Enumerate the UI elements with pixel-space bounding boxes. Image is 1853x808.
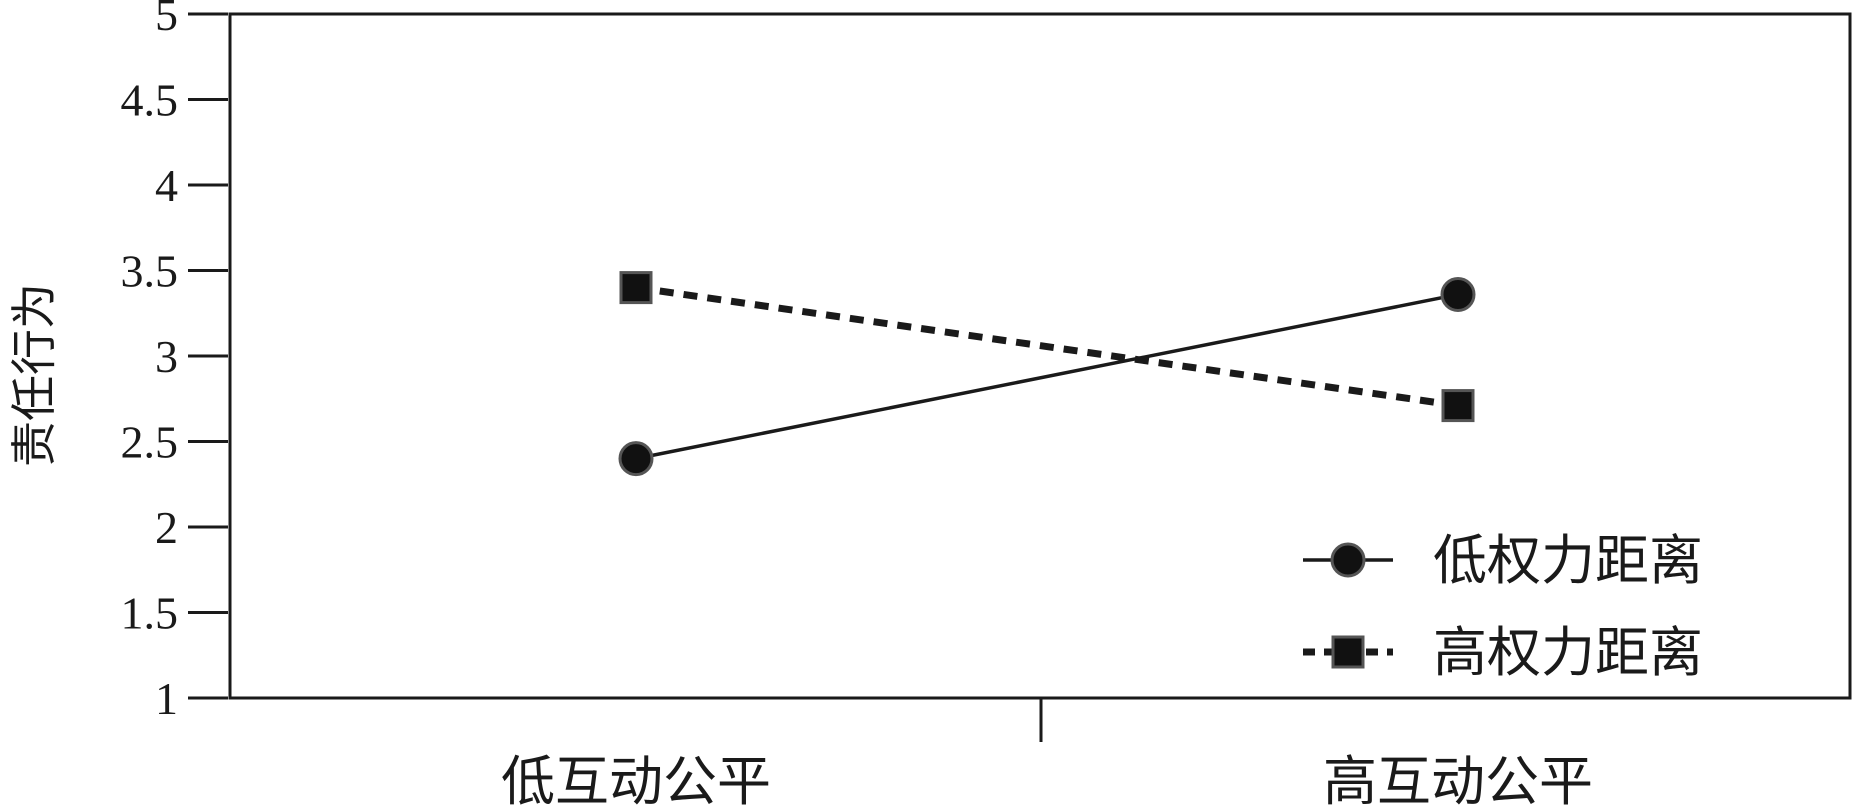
series-layer xyxy=(618,271,1476,477)
y-tick-label: 2.5 xyxy=(121,417,179,468)
y-tick-label: 3 xyxy=(155,331,178,382)
y-axis-title: 责任行为 xyxy=(7,283,61,467)
y-tick-label: 4 xyxy=(155,160,178,211)
plot-frame xyxy=(228,12,1852,700)
y-tick-label: 3.5 xyxy=(121,246,179,297)
y-tick-label: 1 xyxy=(155,673,178,724)
legend-item: 高权力距离 xyxy=(1303,621,1703,684)
series-2 xyxy=(619,271,1475,423)
x-axis: 低互动公平 高互动公平 xyxy=(501,698,1593,808)
y-tick-label: 1.5 xyxy=(121,588,179,639)
y-axis: 1 1.5 2 2.5 3 3.5 4 4.5 5 xyxy=(121,0,228,724)
plot-area xyxy=(228,12,1852,700)
legend-label: 低权力距离 xyxy=(1433,529,1703,592)
legend-label: 高权力距离 xyxy=(1433,621,1703,684)
legend-item: 低权力距离 xyxy=(1303,529,1703,592)
x-tick-label: 低互动公平 xyxy=(501,750,771,808)
data-point-square xyxy=(1441,389,1475,423)
series-line xyxy=(635,284,1459,410)
y-tick-label: 2 xyxy=(155,502,178,553)
data-point-circle xyxy=(618,441,654,477)
legend-marker-circle xyxy=(1330,542,1366,578)
y-tick-label: 4.5 xyxy=(121,75,179,126)
legend-marker-square xyxy=(1331,635,1365,669)
y-tick-label: 5 xyxy=(155,0,178,40)
data-point-square xyxy=(619,271,653,305)
series-line xyxy=(635,292,1459,461)
x-tick-label: 高互动公平 xyxy=(1323,750,1593,808)
series-1 xyxy=(618,276,1476,477)
data-point-circle xyxy=(1440,276,1476,312)
